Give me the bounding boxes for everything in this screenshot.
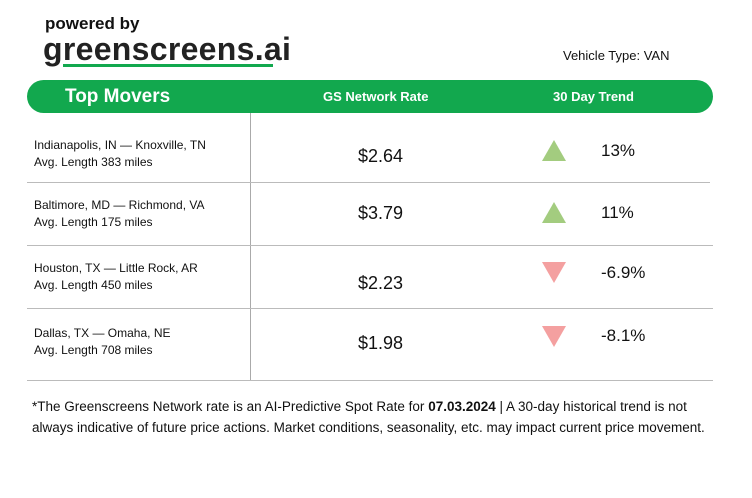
trend-down-icon: [542, 326, 566, 347]
footnote-text: | A 30-day historical trend is not alway…: [32, 399, 705, 435]
row-divider: [27, 308, 713, 309]
route: Indianapolis, IN — Knoxville, TN Avg. Len…: [34, 137, 206, 171]
route-length: Avg. Length 450 miles: [34, 278, 153, 292]
rate: $2.23: [358, 273, 404, 293]
route: Dallas, TX — Omaha, NE Avg. Length 708 mi…: [34, 325, 171, 359]
route-name: Dallas, TX — Omaha, NE: [34, 326, 171, 340]
rate: $1.98: [358, 333, 404, 353]
row-divider: [27, 182, 710, 183]
trend-up-icon: [542, 140, 566, 161]
trend-value: -8.1%: [601, 326, 646, 345]
column-divider: [250, 113, 251, 380]
greenscreens-logo: greenscreens.ai: [43, 31, 292, 67]
vehicle-type: Vehicle Type: VAN: [563, 48, 670, 63]
row-divider: [27, 380, 713, 381]
header-rate: GS Network Rate: [323, 89, 429, 104]
trend-value: 13%: [601, 141, 636, 160]
table-header: Top Movers GS Network Rate 30 Day Trend: [27, 80, 713, 113]
rate: $2.64: [358, 146, 404, 166]
header-trend: 30 Day Trend: [553, 89, 634, 104]
header-title: Top Movers: [65, 86, 171, 107]
footnote-text: *The Greenscreens Network rate is an AI-…: [32, 399, 429, 414]
trend-value: -6.9%: [601, 263, 646, 282]
route-name: Baltimore, MD — Richmond, VA: [34, 198, 205, 212]
route-length: Avg. Length 175 miles: [34, 215, 153, 229]
row-divider: [27, 245, 713, 246]
route-name: Houston, TX — Little Rock, AR: [34, 261, 198, 275]
rate: $3.79: [358, 203, 404, 223]
powered-by-label: powered by: [45, 14, 140, 33]
logo-underline: [63, 64, 273, 67]
route-name: Indianapolis, IN — Knoxville, TN: [34, 138, 206, 152]
route-length: Avg. Length 708 miles: [34, 343, 153, 357]
route: Baltimore, MD — Richmond, VA Avg. Length …: [34, 197, 205, 231]
footnote: *The Greenscreens Network rate is an AI-…: [32, 396, 722, 438]
trend-down-icon: [542, 262, 566, 283]
route: Houston, TX — Little Rock, AR Avg. Length…: [34, 260, 198, 294]
trend-up-icon: [542, 202, 566, 223]
footnote-date: 07.03.2024: [428, 399, 496, 414]
trend-value: 11%: [601, 203, 634, 222]
route-length: Avg. Length 383 miles: [34, 155, 153, 169]
